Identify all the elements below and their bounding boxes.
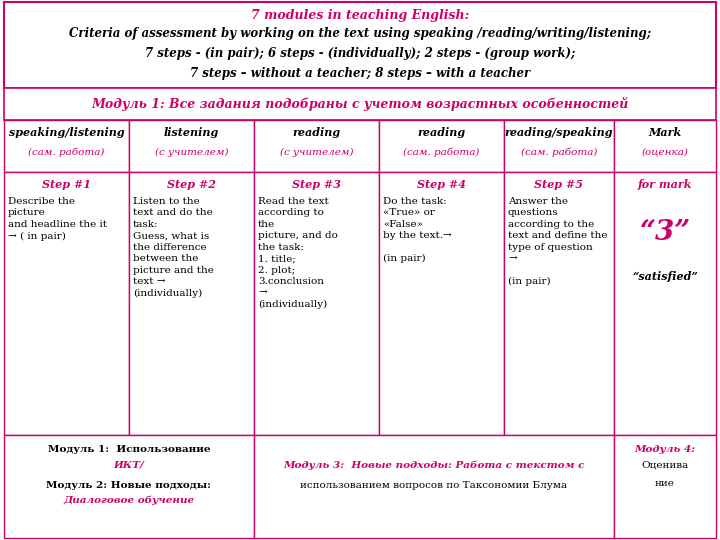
Text: (оценка): (оценка) — [642, 147, 688, 157]
Text: Mark: Mark — [649, 127, 682, 138]
Bar — [254, 172, 379, 435]
Bar — [254, 120, 379, 172]
Text: (с учителем): (с учителем) — [280, 147, 354, 157]
Bar — [129, 120, 254, 172]
Text: listening: listening — [164, 127, 219, 138]
Text: использованием вопросов по Таксономии Блума: использованием вопросов по Таксономии Бл… — [300, 481, 567, 489]
Text: Модуль 2: Новые подходы:: Модуль 2: Новые подходы: — [47, 481, 212, 489]
Text: (сам. работа): (сам. работа) — [28, 147, 104, 157]
Text: ИКТ/: ИКТ/ — [114, 461, 145, 469]
Text: 7 steps - (in pair); 6 steps - (individually); 2 steps - (group work);: 7 steps - (in pair); 6 steps - (individu… — [145, 48, 575, 60]
Text: Step #5: Step #5 — [534, 179, 583, 190]
Text: Модуль 1: Все задания подобраны с учетом возрастных особенностей: Модуль 1: Все задания подобраны с учетом… — [91, 97, 629, 111]
Text: “3”: “3” — [639, 219, 690, 246]
Text: speaking/listening: speaking/listening — [9, 127, 125, 138]
Text: Listen to the
text and do the
task:
Guess, what is
the difference
between the
pi: Listen to the text and do the task: Gues… — [133, 197, 214, 298]
Text: Диалоговое обучение: Диалоговое обучение — [63, 495, 194, 505]
Bar — [4, 172, 129, 435]
Text: for mark: for mark — [638, 179, 692, 190]
Text: Оценива: Оценива — [642, 461, 688, 469]
Bar — [4, 88, 716, 120]
Text: reading: reading — [292, 127, 341, 138]
Text: Step #4: Step #4 — [417, 179, 466, 190]
Bar — [4, 435, 254, 538]
Text: (сам. работа): (сам. работа) — [521, 147, 597, 157]
Text: (с учителем): (с учителем) — [155, 147, 228, 157]
Text: Read the text
according to
the
picture, and do
the task:
1. title;
2. plot;
3.co: Read the text according to the picture, … — [258, 197, 338, 309]
Text: Answer the
questions
according to the
text and define the
type of question
→

(i: Answer the questions according to the te… — [508, 197, 608, 286]
Text: reading: reading — [418, 127, 466, 138]
Bar — [379, 172, 504, 435]
Text: Criteria of assessment by working on the text using speaking /reading/writing/li: Criteria of assessment by working on the… — [69, 28, 651, 40]
Bar — [379, 120, 504, 172]
Bar — [614, 120, 716, 172]
Text: Do the task:
«True» or
«False»
by the text.→

(in pair): Do the task: «True» or «False» by the te… — [383, 197, 451, 264]
Bar — [504, 172, 614, 435]
Bar — [4, 120, 129, 172]
Bar — [4, 2, 716, 88]
Text: Модуль 1:  Использование: Модуль 1: Использование — [48, 446, 210, 455]
Text: Модуль 3:  Новые подходы: Работа с текстом с: Модуль 3: Новые подходы: Работа с тексто… — [283, 460, 585, 470]
Bar — [614, 172, 716, 435]
Text: 7 steps – without a teacher; 8 steps – with a teacher: 7 steps – without a teacher; 8 steps – w… — [190, 66, 530, 79]
Text: Step #2: Step #2 — [167, 179, 216, 190]
Bar — [614, 435, 716, 538]
Bar — [254, 435, 614, 538]
Text: Step #3: Step #3 — [292, 179, 341, 190]
Bar — [504, 120, 614, 172]
Text: ние: ние — [655, 478, 675, 488]
Text: Describe the
picture
and headline the it
→ ( in pair): Describe the picture and headline the it… — [8, 197, 107, 240]
Bar — [129, 172, 254, 435]
Text: 7 modules in teaching English:: 7 modules in teaching English: — [251, 10, 469, 23]
Text: (сам. работа): (сам. работа) — [403, 147, 480, 157]
Text: Step #1: Step #1 — [42, 179, 91, 190]
Text: reading/speaking: reading/speaking — [505, 127, 613, 138]
Text: Модуль 4:: Модуль 4: — [634, 446, 696, 455]
Text: “satisfied”: “satisfied” — [632, 272, 698, 282]
